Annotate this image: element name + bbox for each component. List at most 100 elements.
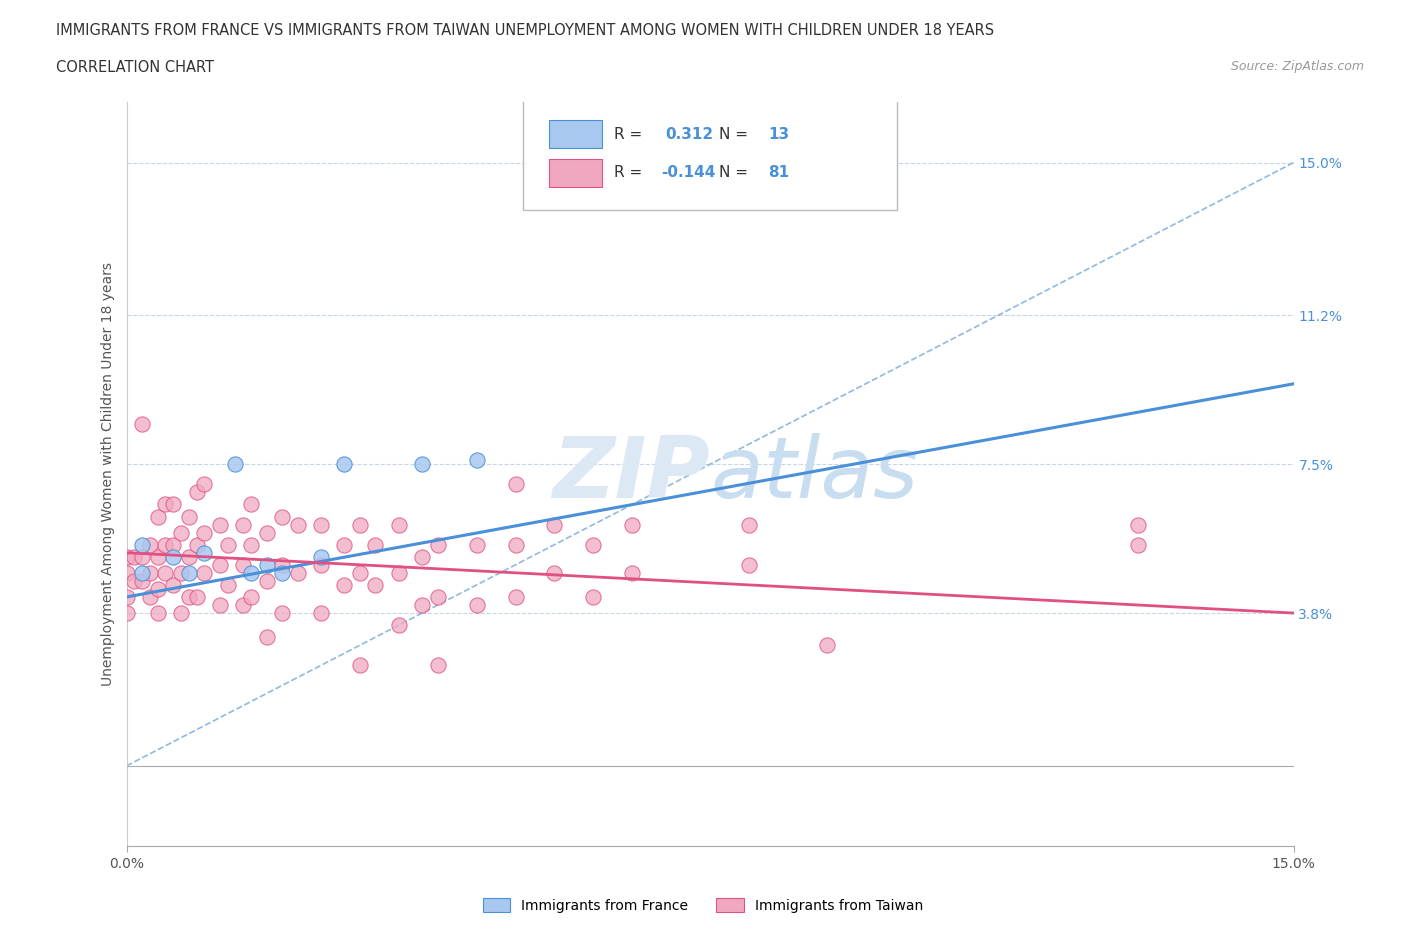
Point bbox=[124, 550, 146, 565]
Text: ZIP: ZIP bbox=[553, 432, 710, 516]
Point bbox=[177, 590, 200, 604]
Point bbox=[162, 550, 184, 565]
Point bbox=[465, 598, 488, 613]
Point bbox=[193, 545, 215, 560]
Point bbox=[155, 565, 177, 580]
Point bbox=[411, 550, 433, 565]
Point bbox=[349, 658, 371, 672]
Point bbox=[186, 538, 208, 552]
Point bbox=[131, 574, 153, 589]
Text: Source: ZipAtlas.com: Source: ZipAtlas.com bbox=[1230, 60, 1364, 73]
Point bbox=[621, 565, 644, 580]
Point bbox=[309, 517, 332, 532]
Text: N =: N = bbox=[720, 126, 748, 141]
Point bbox=[232, 517, 254, 532]
Point bbox=[309, 557, 332, 572]
Point bbox=[411, 598, 433, 613]
Point bbox=[465, 538, 488, 552]
Point bbox=[115, 565, 138, 580]
Point bbox=[309, 605, 332, 620]
Point bbox=[232, 598, 254, 613]
Point bbox=[426, 590, 449, 604]
Point bbox=[170, 525, 193, 540]
Point bbox=[364, 578, 387, 592]
Point bbox=[170, 565, 193, 580]
Point bbox=[621, 517, 644, 532]
FancyBboxPatch shape bbox=[548, 120, 602, 149]
Point bbox=[177, 509, 200, 524]
Point bbox=[131, 565, 153, 580]
Point bbox=[582, 538, 605, 552]
Point bbox=[193, 565, 215, 580]
Point bbox=[465, 453, 488, 468]
Point bbox=[139, 565, 162, 580]
Text: IMMIGRANTS FROM FRANCE VS IMMIGRANTS FROM TAIWAN UNEMPLOYMENT AMONG WOMEN WITH C: IMMIGRANTS FROM FRANCE VS IMMIGRANTS FRO… bbox=[56, 23, 994, 38]
Point bbox=[426, 538, 449, 552]
Point bbox=[115, 590, 138, 604]
Point bbox=[217, 538, 239, 552]
Point bbox=[146, 550, 169, 565]
Point bbox=[333, 578, 356, 592]
Point bbox=[162, 538, 184, 552]
Point bbox=[388, 517, 411, 532]
Point bbox=[1126, 517, 1149, 532]
Point bbox=[146, 605, 169, 620]
Text: atlas: atlas bbox=[710, 432, 918, 516]
Point bbox=[738, 517, 761, 532]
Point bbox=[1126, 538, 1149, 552]
Y-axis label: Unemployment Among Women with Children Under 18 years: Unemployment Among Women with Children U… bbox=[101, 262, 115, 686]
Point bbox=[505, 538, 527, 552]
Legend: Immigrants from France, Immigrants from Taiwan: Immigrants from France, Immigrants from … bbox=[477, 893, 929, 919]
Point bbox=[309, 550, 332, 565]
Point bbox=[333, 538, 356, 552]
Point bbox=[543, 517, 565, 532]
Point bbox=[543, 565, 565, 580]
Text: R =: R = bbox=[614, 166, 643, 180]
Text: -0.144: -0.144 bbox=[661, 166, 716, 180]
Point bbox=[271, 565, 294, 580]
Point bbox=[333, 457, 356, 472]
Point bbox=[256, 557, 278, 572]
Point bbox=[170, 605, 193, 620]
Point bbox=[177, 565, 200, 580]
Point bbox=[271, 605, 294, 620]
Point bbox=[232, 557, 254, 572]
Point bbox=[349, 565, 371, 580]
Point bbox=[208, 598, 231, 613]
Point bbox=[388, 565, 411, 580]
Point bbox=[193, 477, 215, 492]
Point bbox=[256, 630, 278, 644]
Point bbox=[162, 578, 184, 592]
Point bbox=[131, 550, 153, 565]
FancyBboxPatch shape bbox=[548, 159, 602, 187]
Text: 13: 13 bbox=[768, 126, 790, 141]
Point bbox=[208, 517, 231, 532]
Point bbox=[815, 638, 838, 653]
Point bbox=[224, 457, 246, 472]
Point bbox=[217, 578, 239, 592]
Point bbox=[240, 497, 263, 512]
Point bbox=[155, 497, 177, 512]
Point bbox=[208, 557, 231, 572]
Point bbox=[388, 618, 411, 632]
Point bbox=[131, 538, 153, 552]
Point bbox=[287, 565, 309, 580]
Point bbox=[271, 509, 294, 524]
Point bbox=[177, 550, 200, 565]
Point bbox=[139, 538, 162, 552]
Point bbox=[146, 581, 169, 596]
Point bbox=[349, 517, 371, 532]
Point bbox=[505, 477, 527, 492]
Point bbox=[256, 574, 278, 589]
Point bbox=[505, 590, 527, 604]
Point bbox=[582, 590, 605, 604]
Point bbox=[738, 557, 761, 572]
Point bbox=[364, 538, 387, 552]
Point bbox=[256, 525, 278, 540]
Point bbox=[186, 485, 208, 499]
Text: CORRELATION CHART: CORRELATION CHART bbox=[56, 60, 214, 75]
Point bbox=[426, 658, 449, 672]
Point bbox=[240, 565, 263, 580]
Text: N =: N = bbox=[720, 166, 748, 180]
Point bbox=[193, 525, 215, 540]
